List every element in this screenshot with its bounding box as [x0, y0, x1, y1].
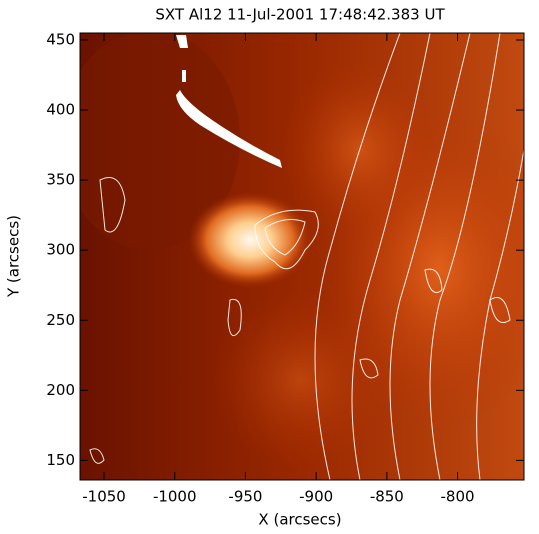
x-axis-label: X (arcsecs) — [258, 511, 341, 529]
y-axis-label: Y (arcsecs) — [5, 215, 23, 298]
x-tick-label: -1000 — [153, 488, 197, 506]
y-tick-label: 450 — [46, 31, 75, 49]
x-tick-label: -800 — [441, 488, 475, 506]
y-tick-label: 250 — [46, 311, 75, 329]
x-tick-label: -900 — [299, 488, 333, 506]
solar-image — [80, 33, 524, 480]
x-tick-label: -1050 — [82, 488, 126, 506]
x-tick-label: -950 — [228, 488, 262, 506]
y-tick-label: 300 — [46, 241, 75, 259]
plot-frame — [79, 32, 525, 481]
y-tick-label: 200 — [46, 381, 75, 399]
x-tick-label: -850 — [370, 488, 404, 506]
y-tick-label: 150 — [46, 451, 75, 469]
y-tick-label: 350 — [46, 171, 75, 189]
chart-title: SXT Al12 11-Jul-2001 17:48:42.383 UT — [155, 6, 445, 24]
y-tick-label: 400 — [46, 101, 75, 119]
